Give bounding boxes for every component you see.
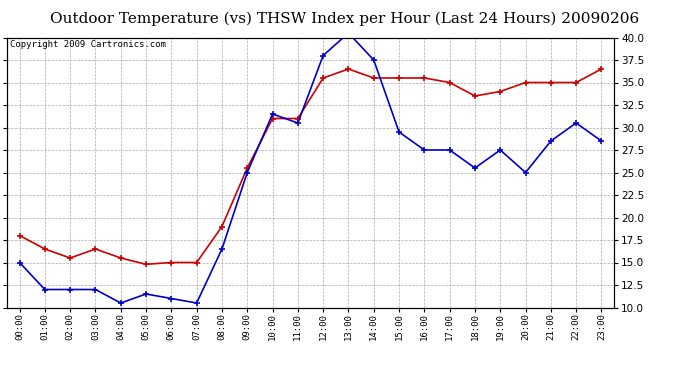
Text: Outdoor Temperature (vs) THSW Index per Hour (Last 24 Hours) 20090206: Outdoor Temperature (vs) THSW Index per … <box>50 11 640 26</box>
Text: Copyright 2009 Cartronics.com: Copyright 2009 Cartronics.com <box>10 40 166 49</box>
